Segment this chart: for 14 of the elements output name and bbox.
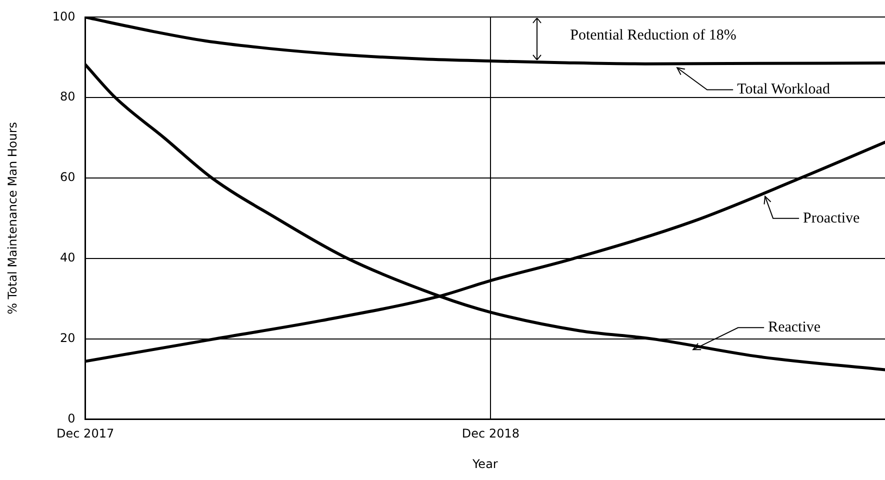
series-label: Total Workload — [737, 82, 830, 98]
y-tick-label: 60 — [60, 170, 76, 184]
x-tick-label: Dec 2017 — [56, 426, 114, 441]
x-tick-label: Dec 2018 — [462, 426, 520, 441]
annotation: Potential Reduction of 18% — [570, 28, 736, 44]
series-label: Reactive — [768, 320, 821, 336]
y-tick-label: 20 — [60, 330, 76, 345]
y-tick-label: 40 — [60, 250, 76, 265]
y-axis-title: % Total Maintenance Man Hours — [5, 122, 20, 314]
y-tick-label: 80 — [60, 90, 76, 104]
y-tick-label: 0 — [68, 411, 76, 426]
text: Proactive — [803, 210, 860, 226]
y-tick-label: 100 — [52, 9, 76, 24]
x-axis-title: Year — [471, 456, 498, 471]
